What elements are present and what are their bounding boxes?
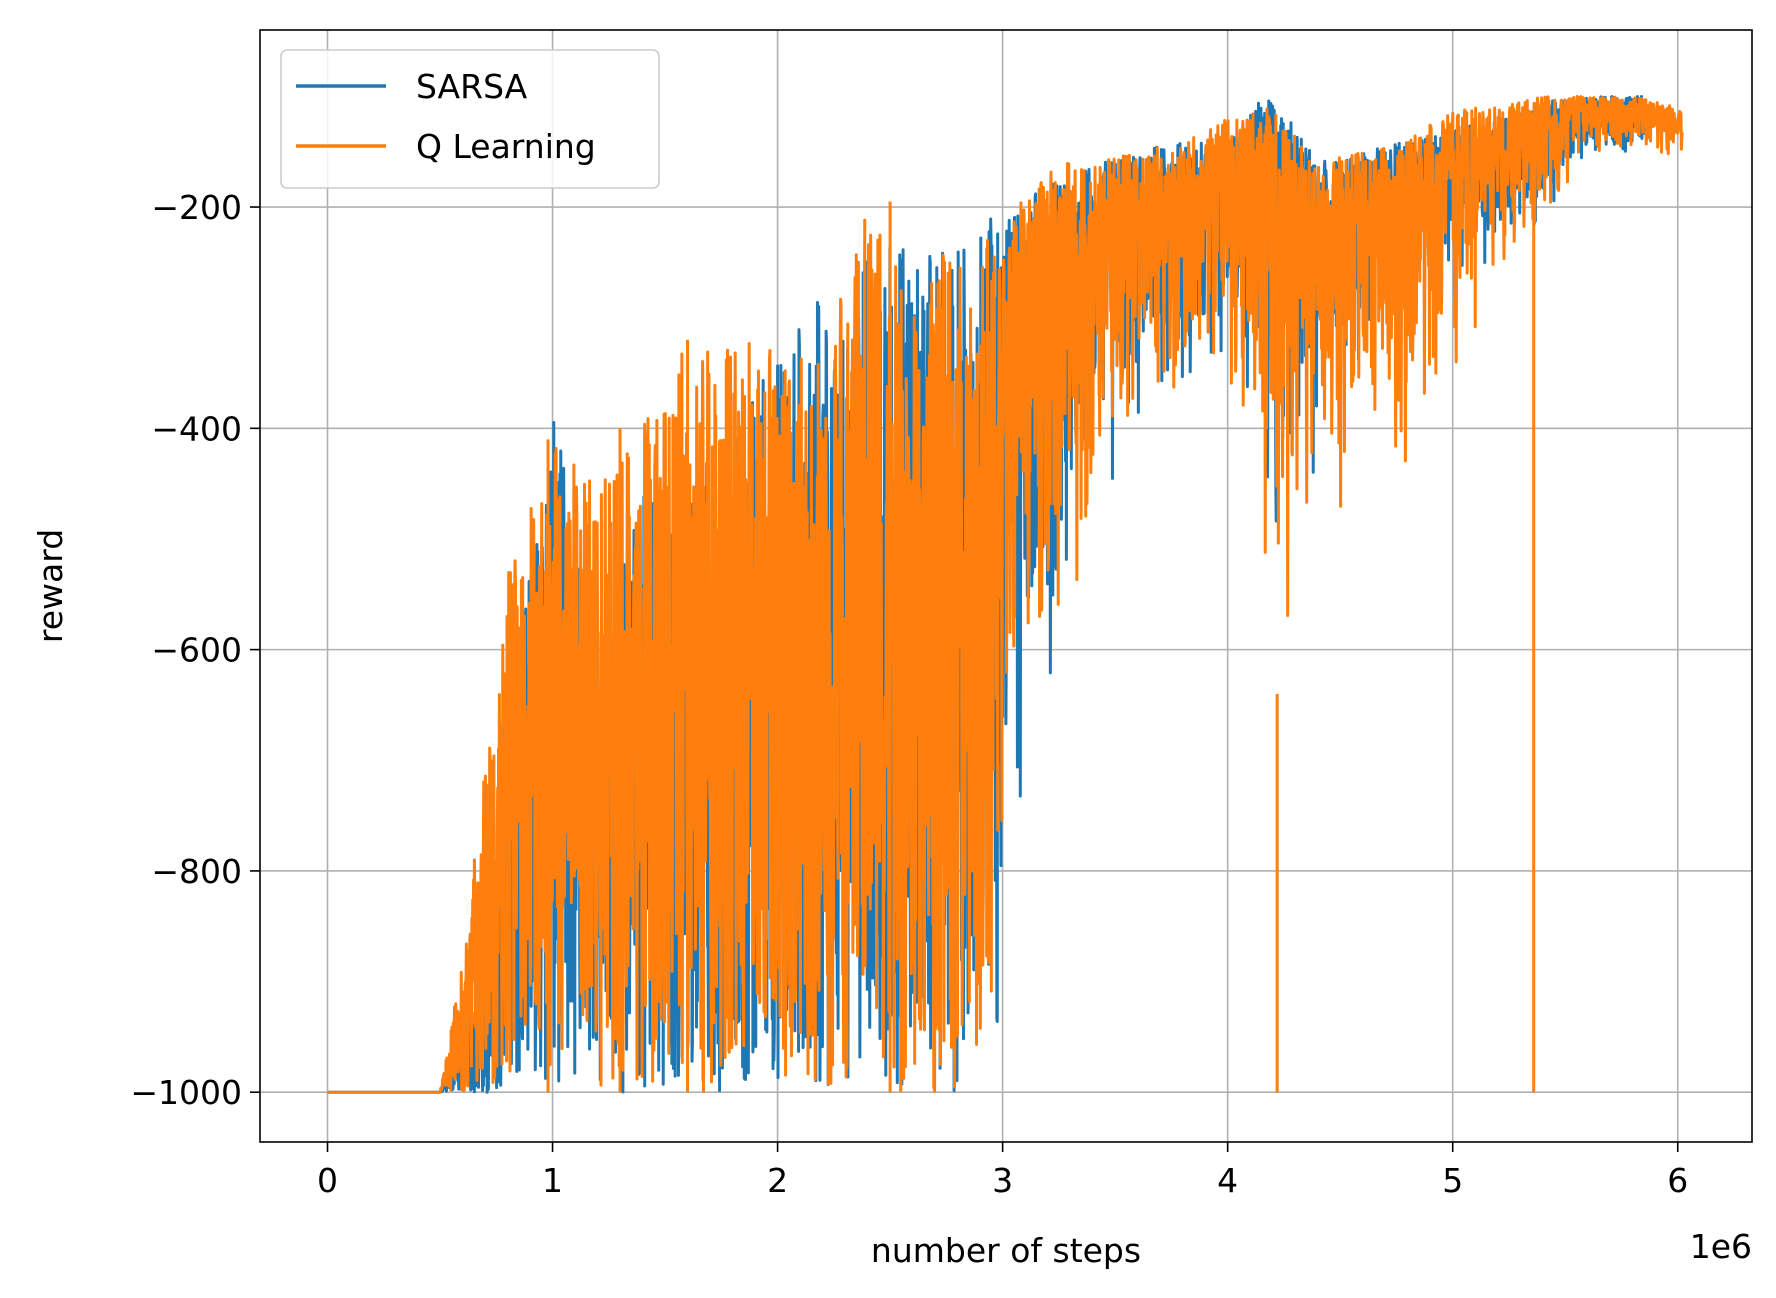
x-tick-label: 3 xyxy=(992,1161,1013,1200)
x-tick-label: 5 xyxy=(1442,1161,1463,1200)
y-tick-label: −1000 xyxy=(130,1073,242,1112)
x-tick-label: 0 xyxy=(317,1161,338,1200)
legend-label-sarsa: SARSA xyxy=(416,67,528,106)
y-tick-label: −400 xyxy=(151,409,242,448)
legend: SARSA Q Learning xyxy=(280,49,660,189)
y-tick-label: −600 xyxy=(151,631,242,670)
x-tick-label: 2 xyxy=(767,1161,788,1200)
legend-label-q-learning: Q Learning xyxy=(416,127,596,166)
x-tick-label: 6 xyxy=(1667,1161,1688,1200)
x-axis-label: number of steps xyxy=(871,1231,1141,1270)
y-tick-label: −200 xyxy=(151,188,242,227)
y-tick-label: −800 xyxy=(151,852,242,891)
axes-frame xyxy=(259,29,1753,1143)
ticks: 0 1 2 3 4 5 6 −1000 −800 −600 −400 −200 xyxy=(130,188,1688,1200)
y-axis-label: reward xyxy=(31,529,70,643)
x-tick-label: 1 xyxy=(542,1161,563,1200)
series-line-q-learning xyxy=(326,94,1684,1094)
x-tick-label: 4 xyxy=(1217,1161,1238,1200)
plot-area xyxy=(326,94,1684,1094)
x-offset-label: 1e6 xyxy=(1690,1227,1752,1266)
